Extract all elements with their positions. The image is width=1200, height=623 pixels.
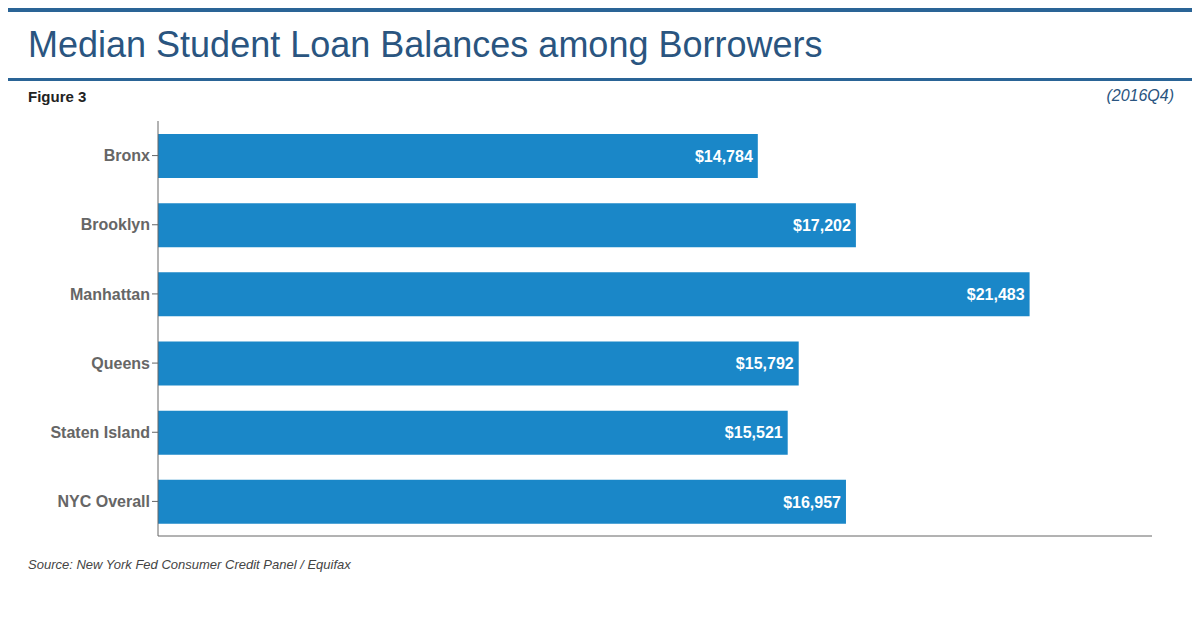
html-text:Figure 3: Figure 3 xyxy=(28,87,87,105)
html-text:Source: New York Fed Consumer: Source: New York Fed Consumer Credit Pan… xyxy=(28,557,351,572)
html-text:Median Student Loan Balances a: Median Student Loan Balances among Borro… xyxy=(28,24,823,65)
svg-text:NYC Overall: NYC Overall xyxy=(58,493,150,510)
svg-text:$17,202: $17,202 xyxy=(793,217,851,234)
html-text:(2016Q4): (2016Q4) xyxy=(1106,87,1174,104)
svg-text:$14,784: $14,784 xyxy=(695,148,753,165)
svg-text:Staten Island: Staten Island xyxy=(50,424,150,441)
svg-text:$16,957: $16,957 xyxy=(783,494,841,511)
svg-text:$21,483: $21,483 xyxy=(967,286,1025,303)
svg-text:Brooklyn: Brooklyn xyxy=(81,216,150,233)
svg-text:Manhattan: Manhattan xyxy=(70,286,150,303)
svg-text:Bronx: Bronx xyxy=(104,147,150,164)
svg-text:$15,521: $15,521 xyxy=(725,424,783,441)
svg-text:Queens: Queens xyxy=(91,355,150,372)
svg-text:$15,792: $15,792 xyxy=(736,355,794,372)
